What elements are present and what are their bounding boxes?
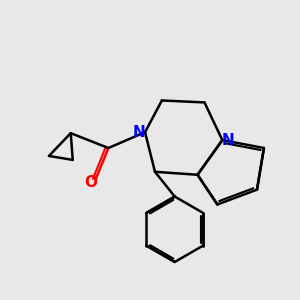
- Text: N: N: [133, 125, 146, 140]
- Text: O: O: [84, 175, 97, 190]
- Text: N: N: [222, 133, 235, 148]
